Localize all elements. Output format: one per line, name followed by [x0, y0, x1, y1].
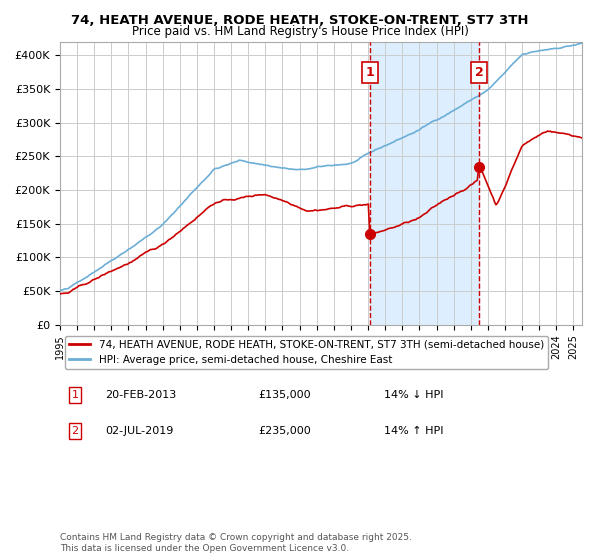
Text: 1: 1 — [366, 66, 374, 79]
Legend: 74, HEATH AVENUE, RODE HEATH, STOKE-ON-TRENT, ST7 3TH (semi-detached house), HPI: 74, HEATH AVENUE, RODE HEATH, STOKE-ON-T… — [65, 335, 548, 369]
Text: Contains HM Land Registry data © Crown copyright and database right 2025.
This d: Contains HM Land Registry data © Crown c… — [60, 533, 412, 553]
Bar — [370, 42, 479, 325]
Text: Price paid vs. HM Land Registry's House Price Index (HPI): Price paid vs. HM Land Registry's House … — [131, 25, 469, 38]
Text: 02-JUL-2019: 02-JUL-2019 — [105, 426, 173, 436]
Text: 20-FEB-2013: 20-FEB-2013 — [105, 390, 176, 400]
Text: 14% ↑ HPI: 14% ↑ HPI — [384, 426, 443, 436]
Text: 1: 1 — [71, 390, 79, 400]
Text: 74, HEATH AVENUE, RODE HEATH, STOKE-ON-TRENT, ST7 3TH: 74, HEATH AVENUE, RODE HEATH, STOKE-ON-T… — [71, 14, 529, 27]
Text: 2: 2 — [475, 66, 484, 79]
Text: £135,000: £135,000 — [258, 390, 311, 400]
Text: 14% ↓ HPI: 14% ↓ HPI — [384, 390, 443, 400]
Text: £235,000: £235,000 — [258, 426, 311, 436]
Text: 2: 2 — [71, 426, 79, 436]
